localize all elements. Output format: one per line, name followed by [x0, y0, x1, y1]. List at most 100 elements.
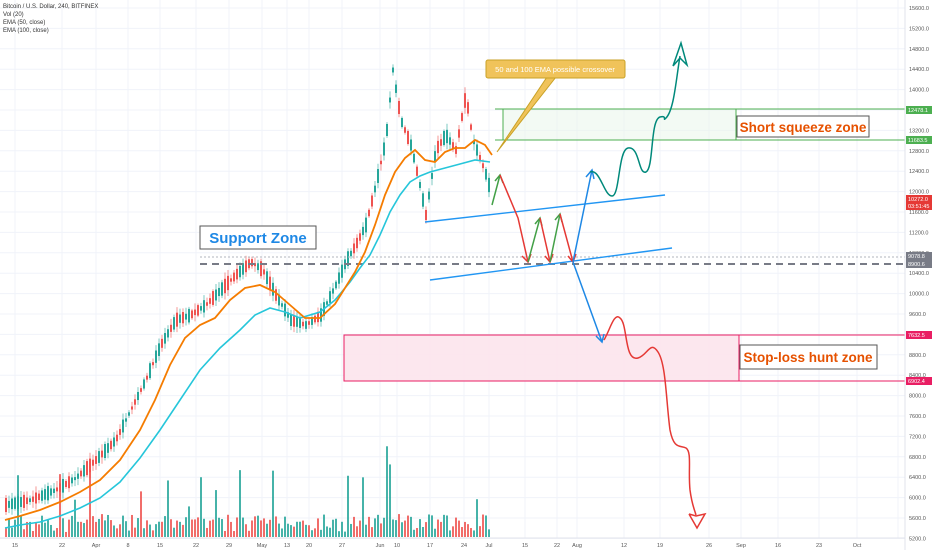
- candle-body: [152, 362, 154, 366]
- candle-body: [8, 500, 10, 508]
- volume-bar: [125, 521, 127, 537]
- candle-body: [20, 497, 22, 507]
- volume-bar: [332, 519, 334, 537]
- candle-body: [65, 481, 67, 487]
- volume-bar: [59, 474, 61, 537]
- volume-bar: [149, 524, 151, 537]
- price-tag: 03:51:45: [906, 202, 932, 210]
- volume-bar: [176, 520, 178, 537]
- price-tag: 8900.6: [906, 260, 932, 268]
- candle-body: [56, 487, 58, 492]
- volume-bar: [197, 517, 199, 537]
- volume-bar: [347, 475, 349, 537]
- candle-body: [272, 282, 274, 296]
- volume-bar: [179, 521, 181, 537]
- volume-bar: [428, 514, 430, 537]
- bearish-arrowhead: [688, 512, 707, 530]
- candle-body: [242, 263, 244, 275]
- price-axis-label: 10000.0: [909, 292, 929, 298]
- green-short-squeeze-zone[interactable]: [495, 108, 905, 141]
- time-axis[interactable]: 15 22 Apr 8 15 22 29 May 13 20 27 Jun 10 17 24 Jul 15 22 A…: [12, 543, 862, 549]
- volume-bar: [143, 528, 145, 537]
- price-tag: 10272.0: [906, 195, 932, 203]
- volume-bar: [158, 521, 160, 537]
- candle-body: [59, 483, 61, 492]
- volume-bar: [398, 514, 400, 537]
- candle-body: [320, 308, 322, 322]
- volume-bar: [20, 515, 22, 537]
- volume-bar: [14, 519, 16, 537]
- volume-bar: [365, 524, 367, 537]
- volume-bar: [215, 490, 217, 537]
- candle-body: [110, 440, 112, 450]
- volume-bar: [101, 514, 103, 537]
- volume-bar: [329, 527, 331, 537]
- volume-bar: [164, 516, 166, 537]
- candle-body: [125, 418, 127, 422]
- price-tags: 12478.1 11683.5 10272.003:51:45 9078.8 8900.…: [906, 106, 932, 385]
- candle-body: [413, 153, 415, 163]
- volume-bar: [110, 520, 112, 537]
- volume-bar: [65, 531, 67, 537]
- candle-body: [275, 289, 277, 301]
- volume-bar: [302, 520, 304, 537]
- candle-body: [311, 317, 313, 325]
- support-zone-label[interactable]: Support Zone: [199, 225, 317, 250]
- price-tag: 11683.5: [906, 136, 932, 144]
- volume-bar: [11, 527, 13, 537]
- volume-bar: [317, 518, 319, 537]
- volume-bar: [320, 529, 322, 537]
- volume-bar: [92, 516, 94, 537]
- candle-body: [293, 315, 295, 327]
- candle-body: [356, 237, 358, 249]
- volume-bar: [74, 499, 76, 537]
- stop-loss-label[interactable]: Stop-loss hunt zone: [739, 344, 878, 370]
- candle-body: [290, 313, 292, 327]
- volume-bar: [107, 514, 109, 537]
- candle-body: [350, 250, 352, 257]
- candle-body: [455, 146, 457, 154]
- volume-bar: [56, 528, 58, 537]
- volume-bar: [446, 515, 448, 537]
- candle-body: [458, 129, 460, 138]
- volume-bar: [77, 521, 79, 537]
- candle-body: [431, 173, 433, 179]
- volume-bar: [371, 527, 373, 537]
- candle-body: [167, 329, 169, 338]
- price-axis[interactable]: 15600.015200.014800.014400.014000.013600…: [909, 6, 929, 550]
- short-squeeze-label[interactable]: Short squeeze zone: [736, 115, 870, 138]
- svg-text:8900.6: 8900.6: [908, 262, 925, 268]
- candle-body: [368, 209, 370, 217]
- candle-body: [383, 142, 385, 156]
- candle-body: [407, 131, 409, 144]
- ema-callout[interactable]: 50 and 100 EMA possible crossover: [485, 59, 626, 153]
- volume-bar: [353, 516, 355, 537]
- bullish-arrowhead: [672, 40, 689, 68]
- svg-text:6902.4: 6902.4: [908, 379, 925, 385]
- candle-body: [62, 478, 64, 493]
- price-axis-label: 11200.0: [909, 230, 928, 236]
- pink-stop-loss-zone[interactable]: [343, 334, 905, 382]
- volume-bar: [275, 516, 277, 537]
- time-axis-label: 15: [12, 543, 18, 549]
- candle-body: [113, 437, 115, 447]
- candle-body: [155, 350, 157, 363]
- time-axis-label: 22: [59, 543, 65, 549]
- volume-bar: [479, 526, 481, 537]
- candle-body: [209, 298, 211, 304]
- time-axis-label: 12: [621, 543, 627, 549]
- candle-body: [365, 217, 367, 233]
- volume-bar: [266, 523, 268, 537]
- volume-bar: [461, 527, 463, 537]
- time-axis-label: 20: [306, 543, 312, 549]
- volume-bar: [191, 519, 193, 537]
- candle-body: [479, 155, 481, 160]
- candle-body: [353, 243, 355, 254]
- time-axis-label: Oct: [853, 543, 862, 549]
- price-axis-label: 13200.0: [909, 128, 929, 134]
- candle-body: [176, 312, 178, 327]
- volume-bar: [335, 518, 337, 537]
- candle-body: [203, 300, 205, 313]
